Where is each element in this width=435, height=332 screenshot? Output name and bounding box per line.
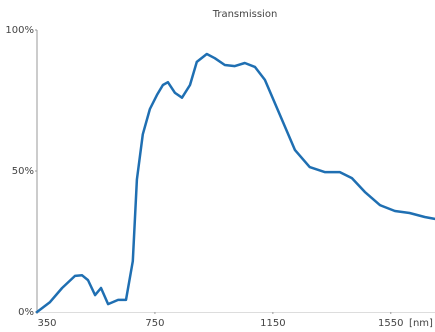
x-tick-label: 350 [37,318,56,328]
chart-title: Transmission [212,9,278,20]
x-tick-label: 1550 [378,318,403,328]
y-tick-label: 50% [12,166,34,177]
x-tick-label: 750 [145,318,164,328]
x-tick-label: 1150 [260,318,285,328]
x-axis-label: [nm] [409,318,433,328]
y-tick-label: 100% [5,25,34,36]
y-tick-label: 0% [18,307,34,318]
transmission-line [35,52,435,314]
